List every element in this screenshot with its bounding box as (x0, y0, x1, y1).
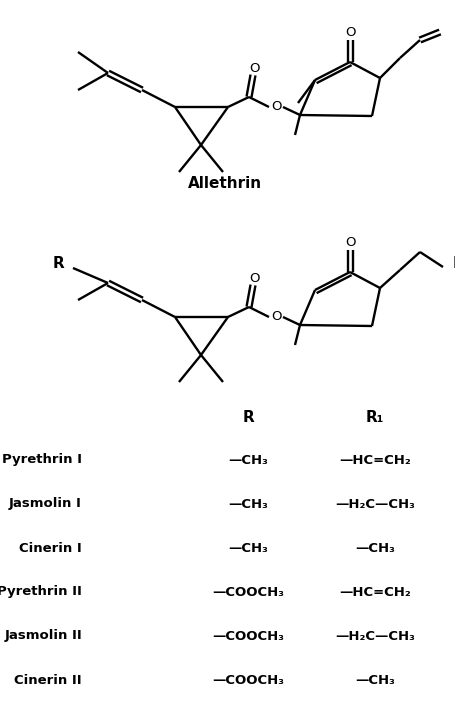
Text: —CH₃: —CH₃ (355, 542, 395, 554)
Text: O: O (346, 26, 356, 40)
Text: —H₂C—CH₃: —H₂C—CH₃ (335, 629, 415, 643)
Text: Jasmolin I: Jasmolin I (9, 498, 82, 510)
Text: R: R (52, 255, 64, 271)
Text: O: O (271, 310, 281, 324)
Text: Cinerin I: Cinerin I (19, 542, 82, 554)
Text: Jasmolin II: Jasmolin II (4, 629, 82, 643)
Text: O: O (249, 271, 259, 284)
Text: O: O (346, 237, 356, 250)
Text: Allethrin: Allethrin (188, 175, 262, 190)
Text: —CH₃: —CH₃ (228, 498, 268, 510)
Text: O: O (271, 100, 281, 114)
Text: Cinerin II: Cinerin II (15, 674, 82, 686)
Text: —CH₃: —CH₃ (228, 453, 268, 467)
Text: —H₂C—CH₃: —H₂C—CH₃ (335, 498, 415, 510)
Text: —COOCH₃: —COOCH₃ (212, 629, 284, 643)
Text: R₁: R₁ (453, 257, 455, 271)
Text: R₁: R₁ (366, 411, 384, 426)
Text: —COOCH₃: —COOCH₃ (212, 674, 284, 686)
Text: Pyrethrin II: Pyrethrin II (0, 585, 82, 599)
Text: R: R (242, 411, 254, 426)
Text: —COOCH₃: —COOCH₃ (212, 585, 284, 599)
Text: —CH₃: —CH₃ (228, 542, 268, 554)
Text: —HC=CH₂: —HC=CH₂ (339, 585, 411, 599)
Text: Pyrethrin I: Pyrethrin I (2, 453, 82, 467)
Text: —CH₃: —CH₃ (355, 674, 395, 686)
Text: —HC=CH₂: —HC=CH₂ (339, 453, 411, 467)
Text: O: O (249, 62, 259, 74)
